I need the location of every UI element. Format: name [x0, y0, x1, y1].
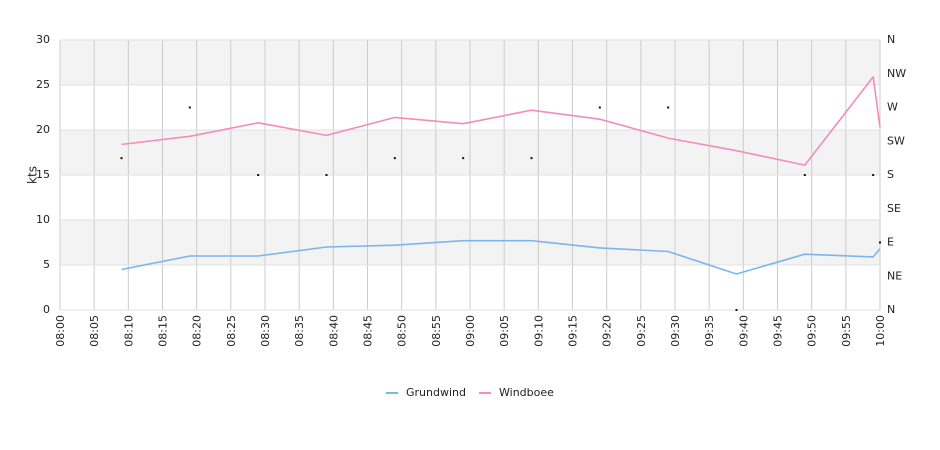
x-axis-tick-labels: 08:00 08:05 08:10 08:15 08:20 08:25 08:30 08:35…	[54, 315, 887, 347]
x-tick-label: 09:10	[532, 315, 545, 347]
direction-markers	[120, 106, 881, 311]
direction-marker	[188, 106, 191, 109]
x-tick-label: 08:00	[54, 315, 67, 347]
y-tick-label: 25	[36, 78, 50, 91]
direction-marker	[879, 241, 881, 244]
y-tick-label: 20	[36, 123, 50, 136]
y-axis-label: kts	[26, 166, 40, 184]
y-tick-label: 30	[36, 33, 50, 46]
legend: Grundwind Windboee	[386, 386, 554, 399]
series-lines	[121, 76, 881, 275]
horizontal-gridlines	[60, 39, 880, 311]
direction-marker	[735, 309, 738, 311]
direction-marker	[462, 157, 465, 160]
x-tick-label: 08:05	[88, 315, 101, 347]
direction-tick-label: SE	[887, 202, 901, 215]
y-axis-tick-labels: 0 5 10 15 20 25 30	[36, 33, 50, 316]
direction-tick-label: N	[887, 303, 895, 316]
legend-label: Windboee	[499, 386, 554, 399]
x-tick-label: 08:40	[327, 315, 340, 347]
x-tick-label: 08:55	[430, 315, 443, 347]
direction-marker	[667, 106, 670, 109]
x-tick-label: 10:00	[874, 315, 887, 347]
x-tick-label: 08:30	[259, 315, 272, 347]
direction-marker	[803, 174, 806, 176]
direction-marker	[598, 106, 601, 109]
direction-marker	[393, 157, 396, 160]
x-tick-label: 09:45	[772, 315, 785, 347]
direction-tick-label: SW	[887, 134, 905, 147]
direction-marker	[872, 174, 875, 176]
x-tick-label: 08:35	[293, 315, 306, 347]
direction-marker	[325, 174, 328, 176]
direction-marker	[530, 157, 533, 160]
direction-tick-label: E	[887, 236, 894, 249]
direction-tick-label: S	[887, 168, 894, 181]
x-tick-label: 09:30	[669, 315, 682, 347]
y-tick-label: 0	[43, 303, 50, 316]
x-tick-label: 09:25	[635, 315, 648, 347]
x-tick-label: 08:50	[396, 315, 409, 347]
y-tick-label: 15	[36, 168, 50, 181]
direction-tick-label: NW	[887, 67, 906, 80]
x-tick-label: 08:25	[225, 315, 238, 347]
x-tick-label: 08:20	[191, 315, 204, 347]
y-tick-label: 5	[43, 258, 50, 271]
x-tick-label: 09:20	[601, 315, 614, 347]
x-tick-label: 08:45	[362, 315, 375, 347]
x-tick-label: 09:40	[737, 315, 750, 347]
direction-marker	[257, 174, 260, 176]
direction-marker	[120, 157, 123, 160]
y-tick-label: 10	[36, 213, 50, 226]
direction-axis-tick-labels: N NE E SE S SW W NW N	[887, 33, 906, 316]
direction-tick-label: W	[887, 101, 898, 114]
x-tick-label: 09:15	[567, 315, 580, 347]
x-tick-label: 09:55	[840, 315, 853, 347]
x-tick-label: 09:50	[806, 315, 819, 347]
x-tick-label: 09:05	[498, 315, 511, 347]
legend-label: Grundwind	[406, 386, 466, 399]
series-line-windboee	[121, 76, 881, 166]
x-tick-label: 09:35	[703, 315, 716, 347]
x-tick-label: 08:15	[157, 315, 170, 347]
direction-tick-label: N	[887, 33, 895, 46]
direction-tick-label: NE	[887, 269, 902, 282]
x-tick-label: 09:00	[464, 315, 477, 347]
x-tick-label: 08:10	[122, 315, 135, 347]
series-line-grundwind	[121, 239, 881, 275]
